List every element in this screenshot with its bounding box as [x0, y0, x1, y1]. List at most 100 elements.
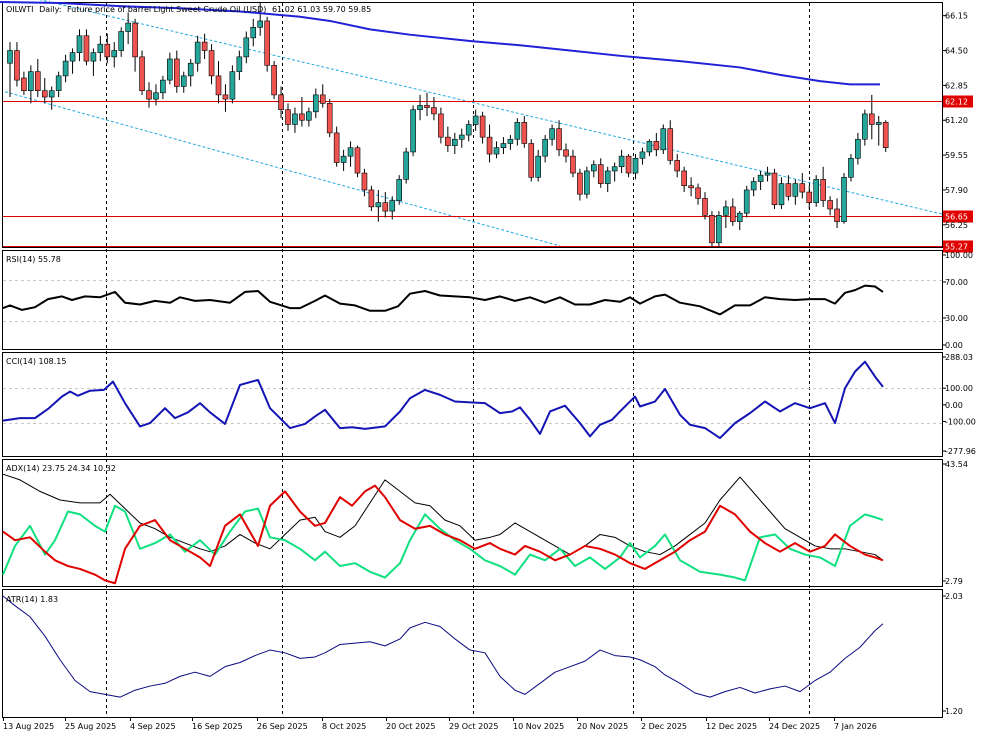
candle-bull: [514, 122, 521, 140]
candle-bear: [215, 75, 222, 96]
candle-bear: [132, 22, 138, 58]
time-tick-label: 20 Oct 2025: [386, 722, 435, 731]
candle-bear: [208, 50, 215, 77]
candle-bear: [577, 172, 583, 195]
level-tag-label: 55.27: [945, 243, 968, 252]
header-description: Future price of barrel Light Sweet Crude…: [67, 5, 266, 14]
rsi-tick-label: 30.00: [945, 314, 968, 323]
candle-bear: [806, 191, 813, 203]
adx-minus-di-series: [2, 484, 884, 585]
cci-tick-label: 288.03: [945, 353, 973, 362]
time-tick-label: 12 Dec 2025: [706, 722, 757, 731]
candle-bear: [702, 198, 708, 216]
atr-panel-frame: [2, 589, 943, 718]
adx-tick-label: 43.54: [945, 460, 968, 469]
candle-bull: [125, 22, 131, 32]
candle-bear: [174, 58, 180, 87]
candle-bull: [243, 37, 250, 58]
candle-bull: [757, 174, 764, 182]
candle-bull: [792, 183, 799, 197]
cci-tick-label: -100.00: [945, 417, 976, 426]
candle-bull: [584, 170, 590, 195]
candle-bull: [848, 157, 854, 178]
cci-tick-label: 100.00: [945, 384, 973, 393]
candle-bull: [507, 138, 514, 144]
time-tick-label: 8 Oct 2025: [322, 722, 366, 731]
cci-line: [2, 360, 884, 440]
cci-tick-label: -277.96: [945, 447, 976, 456]
atr-series: [2, 595, 884, 698]
candle-bull: [28, 71, 34, 91]
cci-series: [2, 360, 884, 440]
candle-bear: [556, 128, 562, 151]
candle-bull: [55, 75, 62, 91]
candle-bear: [146, 90, 152, 100]
candle-bear: [528, 143, 535, 178]
header-timeframe: Daily:: [39, 5, 61, 14]
candle-bear: [597, 164, 604, 184]
right-axis: 66.15 64.50 62.85 61.20 59.55 57.90 56.25 100.0…: [942, 12, 976, 716]
candle-bull: [604, 170, 611, 184]
rsi-tick-label: 100.00: [945, 251, 973, 260]
candle-bull: [472, 115, 479, 125]
price-tick-label: 59.55: [945, 151, 968, 160]
time-tick-label: 7 Jan 2026: [834, 722, 877, 731]
level-tag-label: 62.12: [945, 98, 968, 107]
candle-bear: [827, 200, 833, 210]
candle-bull: [632, 157, 639, 174]
candle-bull: [500, 143, 507, 149]
candle-bull: [750, 181, 757, 191]
candle-bull: [743, 189, 750, 214]
candle-bull: [723, 206, 729, 216]
candle-bear: [820, 179, 826, 201]
header-ohlc: 61.02 61.03 59.70 59.85: [272, 5, 371, 14]
candle-bull: [862, 113, 868, 140]
candle-bull: [76, 35, 83, 53]
candle-bear: [709, 215, 715, 244]
time-tick-label: 10 Nov 2025: [513, 722, 564, 731]
period-separators: [106, 3, 810, 717]
time-tick-label: 20 Nov 2025: [577, 722, 628, 731]
cci-label: CCI(14) 108.15: [6, 357, 67, 366]
candle-bull: [389, 200, 396, 212]
candle-bull: [160, 79, 166, 94]
candle-bull: [187, 62, 194, 77]
time-tick-label: 13 Aug 2025: [3, 722, 54, 731]
candle-bear: [521, 122, 528, 144]
candle-bear: [882, 122, 889, 149]
candle-bull: [458, 134, 465, 140]
rsi-label: RSI(14) 55.78: [6, 255, 61, 264]
candle-bear: [285, 109, 291, 125]
candles: [7, 1, 889, 247]
candle-bear: [21, 77, 27, 91]
candle-bull: [403, 151, 409, 180]
candle-bear: [570, 155, 576, 174]
candle-bull: [841, 176, 847, 222]
time-tick-label: 2 Dec 2025: [641, 722, 687, 731]
time-tick-label: 25 Aug 2025: [65, 722, 116, 731]
candle-bear: [799, 183, 806, 193]
candle-bear: [333, 132, 340, 163]
adx-lines: [2, 473, 884, 585]
candle-bear: [729, 206, 736, 222]
candle-bear: [688, 185, 694, 189]
candle-bear: [264, 20, 270, 66]
candle-bear: [438, 113, 444, 138]
candle-bull: [618, 155, 625, 168]
candle-bear: [222, 94, 229, 100]
candle-bull: [7, 50, 13, 64]
candle-bull: [716, 215, 722, 244]
candle-bear: [771, 172, 778, 206]
moving-average: [0, 0, 880, 86]
candle-bull: [736, 212, 743, 222]
price-tick-label: 66.15: [945, 12, 968, 21]
candle-bear: [368, 189, 375, 208]
candle-bull: [855, 138, 861, 159]
atr-tick-label: 2.03: [945, 592, 963, 601]
channel-line: [4, 91, 561, 247]
adx-panel-frame: [2, 459, 943, 587]
candle-bull: [778, 183, 785, 206]
candle-bull: [118, 31, 124, 51]
candle-bull: [69, 52, 76, 62]
